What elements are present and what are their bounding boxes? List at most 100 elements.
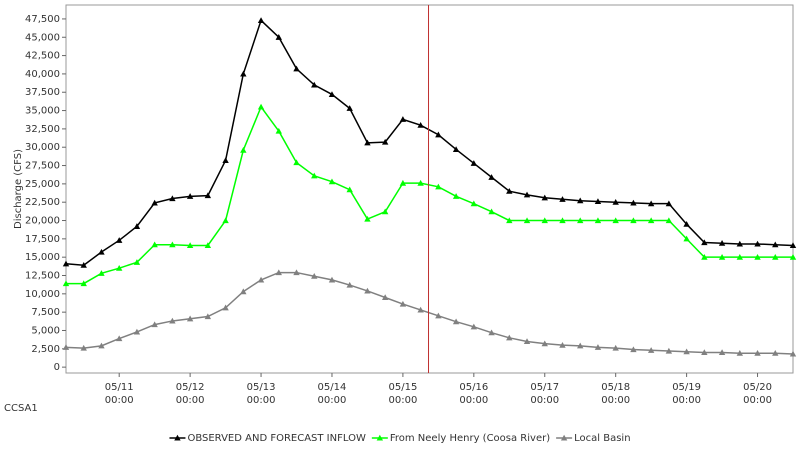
- point-marker: [417, 306, 424, 313]
- point-marker: [151, 321, 158, 328]
- point-marker: [133, 223, 141, 229]
- x-tick-label: 05/15 00:00: [388, 382, 417, 406]
- point-marker: [435, 312, 442, 319]
- point-marker: [240, 70, 247, 77]
- point-marker: [630, 217, 637, 224]
- point-marker: [381, 208, 389, 215]
- point-marker: [186, 242, 194, 249]
- point-marker: [169, 317, 176, 324]
- point-marker: [293, 65, 300, 72]
- point-marker: [293, 269, 300, 276]
- point-marker: [559, 217, 566, 224]
- point-marker: [62, 280, 70, 287]
- point-marker: [240, 146, 247, 153]
- point-marker: [594, 344, 602, 350]
- point-marker: [80, 262, 87, 268]
- point-marker: [364, 287, 371, 294]
- point-marker: [62, 344, 70, 350]
- point-marker: [754, 240, 761, 247]
- point-marker: [399, 300, 407, 307]
- plot-area: [65, 4, 794, 374]
- point-marker: [240, 288, 247, 295]
- legend-marker: [174, 434, 181, 441]
- x-tick-label: 05/17 00:00: [530, 382, 559, 406]
- y-tick-label: 5,000: [31, 325, 60, 336]
- point-marker: [364, 215, 371, 222]
- point-marker: [718, 240, 726, 246]
- point-marker: [541, 340, 548, 347]
- point-marker: [275, 127, 282, 134]
- x-tick-label: 05/14 00:00: [318, 382, 347, 406]
- point-marker: [577, 342, 584, 349]
- point-marker: [364, 139, 371, 146]
- y-tick-label: 0: [54, 362, 60, 373]
- point-marker: [222, 157, 229, 163]
- point-marker: [452, 146, 460, 152]
- y-tick-label: 25,000: [25, 179, 60, 190]
- point-marker: [559, 196, 566, 202]
- point-marker: [718, 349, 726, 356]
- y-tick-label: 2,500: [31, 344, 60, 355]
- point-marker: [630, 199, 637, 206]
- y-axis-label: Discharge (CFS): [13, 149, 24, 229]
- point-marker: [328, 91, 336, 97]
- point-marker: [701, 349, 708, 356]
- x-tick-label: 05/16 00:00: [459, 382, 488, 406]
- legend-label: OBSERVED AND FORECAST INFLOW: [187, 433, 365, 444]
- y-tick-label: 40,000: [25, 69, 60, 80]
- y-tick-label: 7,500: [31, 307, 60, 318]
- point-marker: [328, 276, 336, 283]
- point-marker: [311, 273, 318, 279]
- point-marker: [435, 131, 442, 138]
- point-marker: [80, 280, 87, 287]
- point-marker: [488, 329, 495, 336]
- x-tick-label: 05/19 00:00: [672, 382, 701, 406]
- series-line: [65, 271, 794, 355]
- point-marker: [381, 294, 389, 301]
- point-marker: [612, 217, 619, 224]
- point-marker: [630, 346, 637, 353]
- point-marker: [523, 338, 531, 345]
- legend: OBSERVED AND FORECAST INFLOW From Neely H…: [169, 433, 631, 444]
- point-marker: [594, 198, 602, 205]
- point-marker: [346, 186, 353, 193]
- point-marker: [789, 242, 797, 249]
- point-marker: [506, 334, 513, 341]
- point-marker: [506, 217, 513, 224]
- y-tick-label: 35,000: [25, 106, 60, 117]
- y-tick-label: 12,500: [25, 271, 60, 282]
- point-marker: [754, 253, 761, 260]
- point-marker: [754, 350, 761, 356]
- point-marker: [381, 138, 389, 145]
- point-marker: [506, 187, 513, 194]
- point-marker: [452, 193, 460, 199]
- point-marker: [328, 178, 336, 185]
- point-marker: [62, 260, 70, 267]
- point-marker: [523, 191, 531, 198]
- y-tick-label: 27,500: [25, 161, 60, 172]
- point-marker: [736, 240, 744, 247]
- point-marker: [435, 183, 442, 190]
- y-tick-label: 45,000: [25, 32, 60, 43]
- point-marker: [257, 17, 265, 23]
- point-marker: [701, 239, 708, 246]
- point-marker: [346, 105, 353, 111]
- y-tick-label: 22,500: [25, 197, 60, 208]
- point-marker: [612, 198, 619, 205]
- point-marker: [683, 348, 690, 355]
- point-marker: [789, 253, 797, 260]
- point-marker: [559, 341, 566, 348]
- x-tick-label: 05/12 00:00: [176, 382, 205, 406]
- x-tick-label: 05/13 00:00: [247, 382, 276, 406]
- point-marker: [151, 241, 158, 248]
- point-marker: [577, 197, 584, 204]
- point-marker: [683, 235, 690, 242]
- point-marker: [204, 192, 212, 199]
- point-marker: [98, 342, 105, 349]
- point-marker: [275, 269, 282, 276]
- point-marker: [169, 241, 176, 248]
- point-marker: [275, 34, 282, 40]
- point-marker: [133, 259, 141, 265]
- point-marker: [399, 116, 407, 122]
